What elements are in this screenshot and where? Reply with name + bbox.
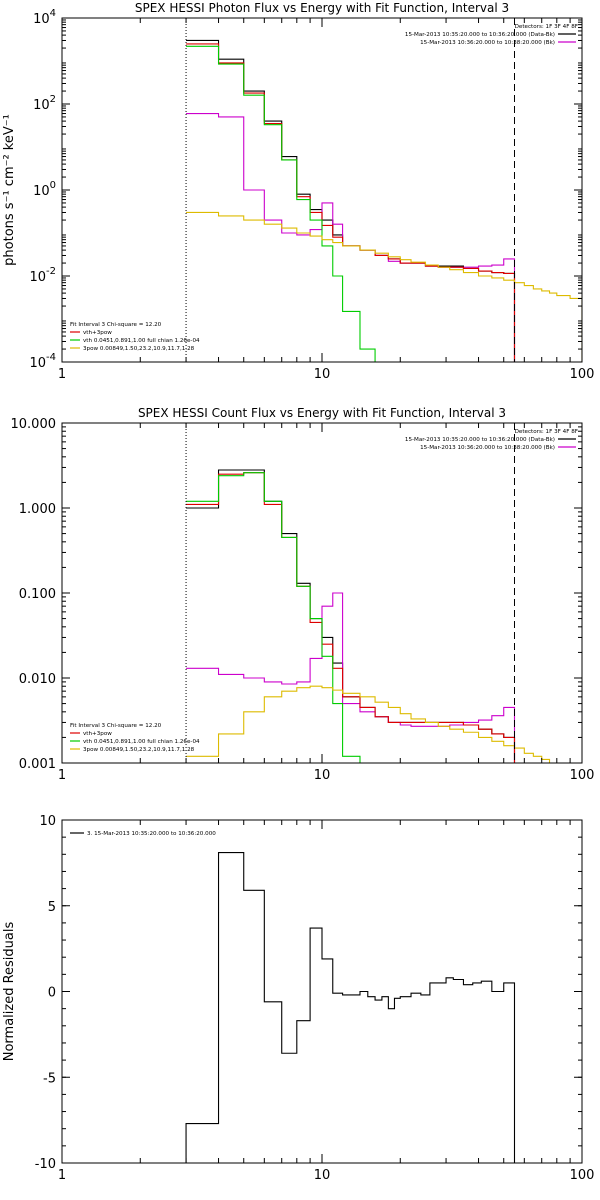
legend-entry: vth 0.0451,0.891,1.00 full chian 1.26e-0… — [83, 739, 200, 745]
series-line-vth-3pow — [186, 43, 516, 362]
series-line-vth — [186, 472, 361, 763]
series-line-bk — [186, 592, 516, 763]
y-tick-label: 5 — [48, 900, 56, 915]
series-line-3-15-mar-2013-10-35-20-000-to-10-36-20-000 — [185, 852, 516, 1163]
legend-entry: vth+3pow — [83, 731, 112, 737]
series-line-3pow — [186, 685, 557, 763]
series-line-vth-3pow — [186, 472, 516, 763]
series-line-3pow — [186, 211, 582, 362]
legend-entry: vth+3pow — [83, 330, 112, 336]
y-tick-label: 10 — [39, 814, 56, 829]
y-tick-label: -10 — [35, 1157, 56, 1172]
series-line-data-bk — [186, 469, 516, 763]
legend-entry: Fit Interval 3 Chi-square = 12.20 — [70, 322, 162, 328]
x-tick-label: 100 — [570, 367, 595, 382]
x-tick-label: 1 — [58, 1168, 66, 1183]
y-tick-label: 0.010 — [19, 672, 56, 687]
x-tick-label: 1 — [58, 768, 66, 783]
series-line-bk — [186, 112, 516, 362]
resid-panel: Normalized Residuals 1 10 100 -10 -5 0 5 10 3. 15… — [2, 814, 594, 1183]
plot-frame — [61, 17, 583, 363]
x-tick-label: 10 — [314, 1168, 331, 1183]
legend-entry: 15-Mar-2013 10:35:20.000 to 10:36:20.000… — [405, 437, 555, 443]
chart-title: SPEX HESSI Photon Flux vs Energy with Fi… — [135, 1, 509, 15]
chart-title: SPEX HESSI Count Flux vs Energy with Fit… — [138, 406, 506, 420]
x-tick-label: 1 — [58, 367, 66, 382]
y-axis-label: photons s⁻¹ cm⁻² keV⁻¹ — [2, 114, 17, 266]
y-tick-label: 0.001 — [19, 757, 56, 772]
legend-entry: Detectors: 1F 3F 4F 8F — [515, 429, 578, 435]
series-line-data-bk — [186, 39, 516, 362]
y-tick-label: -5 — [43, 1071, 56, 1086]
legend-entry: 15-Mar-2013 10:36:20.000 to 10:38:20.000… — [420, 445, 555, 451]
legend-entry: 3pow 0.00849,1.50,23.2,10.9,11.7,1.28 — [83, 747, 195, 753]
x-tick-label: 10 — [314, 367, 331, 382]
y-tick-label: 100 — [33, 180, 56, 199]
y-axis-label: Normalized Residuals — [2, 922, 17, 1062]
y-tick-label: 10.000 — [11, 417, 57, 432]
y-tick-label: 1.000 — [19, 502, 56, 517]
y-tick-label: 10-2 — [29, 266, 56, 285]
y-tick-label: 104 — [33, 8, 56, 27]
legend-entry: 3pow 0.00849,1.50,23.2,10.9,11.7,1.28 — [83, 346, 195, 352]
x-tick-label: 100 — [570, 768, 595, 783]
legend-entry: Detectors: 1F 3F 4F 8F — [515, 24, 578, 30]
legend-entry: Fit Interval 3 Chi-square = 12.20 — [70, 723, 162, 729]
legend-entry: 15-Mar-2013 10:35:20.000 to 10:36:20.000… — [405, 32, 555, 38]
x-tick-label: 10 — [314, 768, 331, 783]
x-tick-label: 100 — [570, 1168, 595, 1183]
count-panel: SPEX HESSI Count Flux vs Energy with Fit… — [11, 406, 595, 783]
legend-entry: vth 0.0451,0.891,1.00 full chian 1.26e-0… — [83, 338, 200, 344]
y-tick-label: 0.100 — [19, 587, 56, 602]
legend-entry: 3. 15-Mar-2013 10:35:20.000 to 10:36:20.… — [87, 831, 216, 837]
photon-panel: SPEX HESSI Photon Flux vs Energy with Fi… — [2, 1, 594, 382]
y-tick-label: 102 — [33, 94, 56, 113]
y-tick-label: 0 — [48, 986, 56, 1001]
legend-entry: 15-Mar-2013 10:36:20.000 to 10:38:20.000… — [420, 40, 555, 46]
y-tick-label: 10-4 — [29, 352, 56, 371]
series-line-vth — [186, 45, 376, 362]
